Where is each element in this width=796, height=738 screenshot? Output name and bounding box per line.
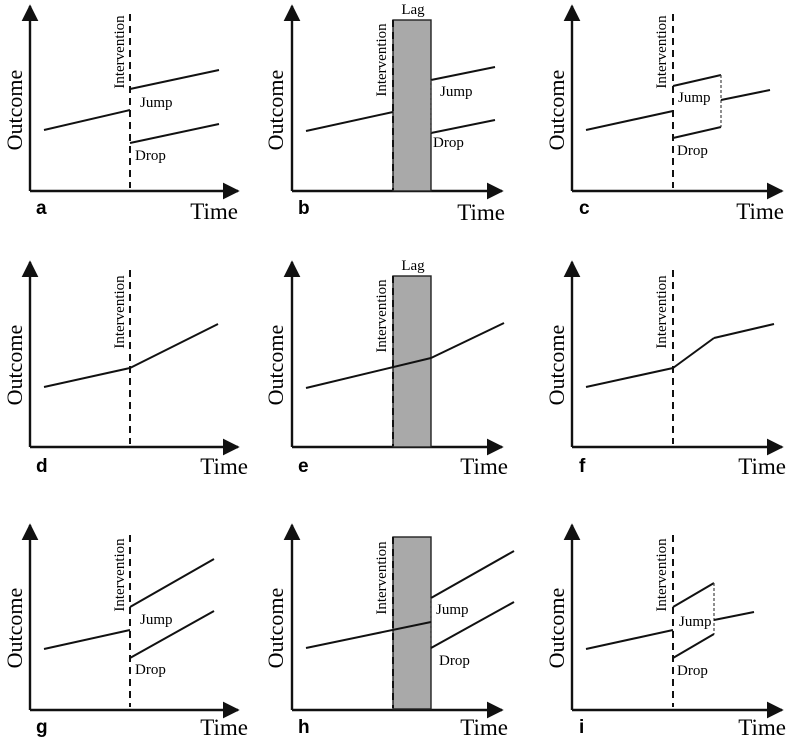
panel-letter: g	[36, 717, 48, 738]
panel-e: Outcome Time e Lag Intervention	[263, 258, 508, 479]
pre-intervention-trend	[43, 367, 131, 388]
intervention-label: Intervention	[112, 15, 128, 89]
drop-label: Drop	[677, 143, 708, 159]
panel-letter: f	[579, 456, 586, 477]
pre-intervention-trend	[43, 629, 131, 650]
drop-label: Drop	[439, 653, 470, 669]
panel-f: Outcome Time f Intervention	[544, 260, 786, 479]
panel-c: Outcome Time c Intervention Jump Drop	[544, 4, 784, 224]
lag-period	[392, 19, 432, 192]
post-lag-trend	[430, 322, 505, 359]
intervention-label: Intervention	[654, 15, 670, 89]
panel-a: Outcome Time a Intervention Jump Drop	[2, 4, 240, 224]
intervention-label: Intervention	[374, 541, 390, 615]
x-axis-label: Time	[738, 454, 786, 479]
jump-label: Jump	[678, 90, 711, 106]
drop-trend	[672, 633, 715, 659]
jump-label: Jump	[679, 614, 712, 630]
x-axis-label: Time	[457, 200, 505, 225]
intervention-label: Intervention	[374, 279, 390, 353]
y-axis-label: Outcome	[2, 588, 27, 669]
lag-period	[392, 275, 432, 448]
jump-label: Jump	[140, 612, 173, 628]
panel-letter: c	[579, 198, 590, 219]
post-temporary-trend	[713, 323, 775, 339]
panel-b: Outcome Time b Lag Intervention Jump Dro…	[263, 2, 505, 225]
jump-trend	[430, 550, 515, 599]
y-axis-label: Outcome	[2, 325, 27, 406]
drop-trend	[129, 610, 215, 659]
intervention-label: Intervention	[112, 275, 128, 349]
panel-h: Outcome Time h Intervention Jump Drop	[263, 523, 515, 738]
y-axis-label: Outcome	[544, 325, 569, 406]
drop-label: Drop	[433, 135, 464, 151]
panel-letter: i	[579, 717, 584, 738]
pre-intervention-trend	[305, 111, 394, 132]
panel-d: Outcome Time d Intervention	[2, 260, 248, 479]
x-axis-label: Time	[460, 715, 508, 738]
drop-trend	[430, 119, 496, 134]
post-temporary-trend	[713, 611, 755, 621]
jump-label: Jump	[140, 95, 173, 111]
jump-trend	[430, 66, 496, 81]
panel-letter: b	[298, 198, 310, 219]
y-axis-label: Outcome	[2, 70, 27, 151]
jump-label: Jump	[440, 84, 473, 100]
x-axis-label: Time	[200, 454, 248, 479]
drop-label: Drop	[135, 148, 166, 164]
y-axis-label: Outcome	[263, 325, 288, 406]
jump-trend	[129, 69, 220, 90]
intervention-label: Intervention	[112, 538, 128, 612]
y-axis-label: Outcome	[544, 588, 569, 669]
drop-trend	[672, 126, 722, 139]
x-axis-label: Time	[736, 199, 784, 224]
jump-trend	[672, 74, 722, 87]
panel-letter: h	[298, 717, 310, 738]
pre-intervention-trend	[305, 357, 432, 389]
drop-trend	[430, 601, 515, 649]
pre-intervention-trend	[43, 109, 131, 131]
intervention-label: Intervention	[654, 538, 670, 612]
pre-intervention-trend	[585, 110, 674, 131]
jump-trend	[129, 558, 215, 608]
drop-trend	[129, 123, 220, 144]
lag-label: Lag	[401, 2, 425, 18]
pre-intervention-trend	[585, 629, 674, 650]
y-axis-label: Outcome	[544, 70, 569, 151]
intervention-label: Intervention	[374, 23, 390, 97]
lag-label: Lag	[401, 258, 425, 274]
y-axis-label: Outcome	[263, 70, 288, 151]
panel-letter: a	[36, 198, 47, 219]
panel-letter: d	[36, 456, 48, 477]
pre-intervention-trend	[305, 621, 432, 649]
x-axis-label: Time	[738, 715, 786, 738]
x-axis-label: Time	[190, 199, 238, 224]
jump-trend	[672, 582, 715, 608]
x-axis-label: Time	[460, 454, 508, 479]
intervention-label: Intervention	[654, 275, 670, 349]
panel-letter: e	[298, 456, 309, 477]
x-axis-label: Time	[200, 715, 248, 738]
post-temporary-trend	[720, 89, 771, 101]
drop-label: Drop	[135, 662, 166, 678]
panel-i: Outcome Time i Intervention Jump Drop	[544, 523, 786, 738]
steep-temporary-trend	[672, 337, 715, 369]
post-intervention-trend	[129, 323, 219, 369]
y-axis-label: Outcome	[263, 588, 288, 669]
pre-intervention-trend	[585, 367, 674, 388]
jump-label: Jump	[436, 602, 469, 618]
drop-label: Drop	[677, 663, 708, 679]
panel-g: Outcome Time g Intervention Jump Drop	[2, 523, 248, 738]
